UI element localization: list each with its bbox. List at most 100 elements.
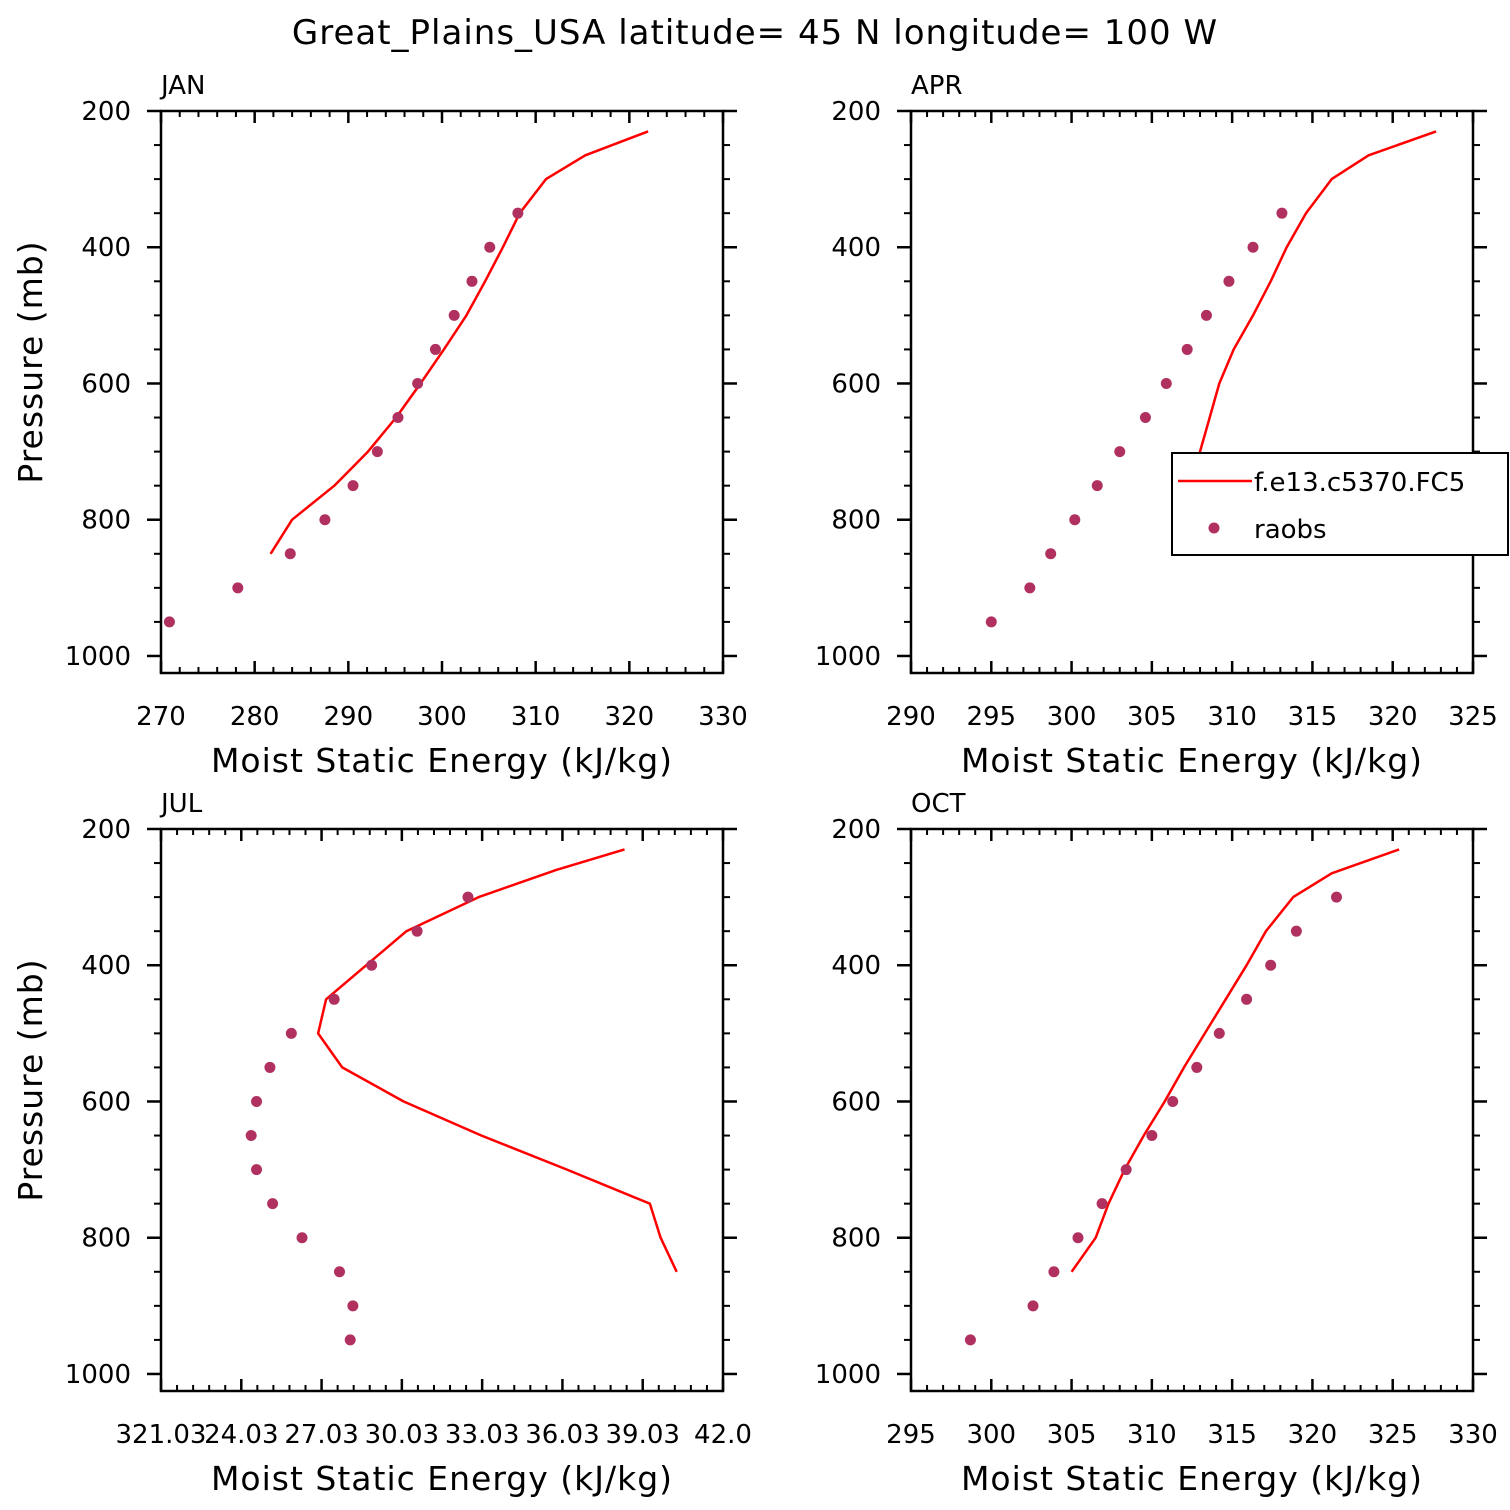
raobs-point	[1114, 446, 1126, 458]
y-axis-title: Pressure (mb)	[11, 240, 50, 483]
y-tick-label: 600	[81, 1087, 131, 1117]
raobs-point	[1091, 480, 1103, 492]
raobs-point	[466, 275, 478, 287]
y-tick-label: 1000	[815, 1360, 881, 1390]
x-tick-label: 320	[1368, 702, 1418, 732]
x-tick-label: 330	[698, 702, 748, 732]
raobs-point	[1241, 993, 1253, 1005]
raobs-point	[344, 1334, 356, 1346]
panel-apr: APR 290 295 300 305 310 315 320 325 200 400 600 800 1…	[815, 71, 1498, 780]
x-axis-title: Moist Static Energy (kJ/kg)	[961, 1459, 1423, 1498]
legend-label: f.e13.c5370.FC5	[1254, 468, 1465, 498]
x-tick-label: 270	[136, 702, 186, 732]
x-tick-label: 290	[324, 702, 374, 732]
legend: f.e13.c5370.FC5 raobs	[1171, 452, 1509, 556]
raobs-point	[1096, 1198, 1108, 1210]
y-tick-label: 400	[831, 951, 881, 981]
raobs-point	[1167, 1095, 1179, 1107]
raobs-point	[412, 377, 424, 389]
panel-jan: JAN 270 280 290 300 310 320 330 200 400 600 800 1000…	[11, 71, 748, 780]
raobs-point	[1048, 1266, 1060, 1278]
x-tick-label: 310	[1127, 1420, 1177, 1450]
model-line	[269, 130, 649, 555]
raobs-point	[1069, 514, 1081, 526]
x-tick-label: 325	[1448, 702, 1498, 732]
raobs-point	[319, 514, 331, 526]
raobs-point	[1247, 241, 1259, 253]
raobs-point	[1290, 925, 1302, 937]
x-tick-label: 33.03	[445, 1420, 519, 1450]
raobs-point	[347, 1300, 359, 1312]
x-tick-label: 330	[1448, 1420, 1498, 1450]
plot-frame	[159, 827, 725, 1393]
panel-label: JAN	[159, 71, 205, 101]
plot-frame	[159, 109, 725, 675]
x-tick-label: 295	[886, 1420, 936, 1450]
panel-label: OCT	[911, 789, 966, 819]
y-tick-label: 400	[831, 233, 881, 263]
y-axis-title: Pressure (mb)	[11, 958, 50, 1201]
plot-frame	[909, 109, 1475, 675]
raobs-point	[251, 1164, 263, 1176]
x-tick-label: 39.03	[605, 1420, 679, 1450]
raobs-point	[1146, 1130, 1158, 1142]
raobs-point	[462, 891, 474, 903]
raobs-point	[392, 412, 404, 424]
raobs-point	[512, 207, 524, 219]
panel-oct: OCT 295 300 305 310 315 320 325 330 200 400 600 800 1…	[815, 789, 1498, 1498]
y-tick-label: 200	[831, 97, 881, 127]
raobs-point	[328, 993, 340, 1005]
x-tick-label: 325	[1368, 1420, 1418, 1450]
model-line	[1070, 848, 1400, 1273]
raobs-point	[1331, 891, 1343, 903]
y-tick-label: 200	[831, 815, 881, 845]
raobs-point	[334, 1266, 346, 1278]
raobs-point	[347, 480, 359, 492]
raobs-point	[1181, 343, 1193, 355]
x-tick-label: 24.03	[204, 1420, 278, 1450]
x-tick-label: 300	[417, 702, 467, 732]
x-tick-label: 310	[1207, 702, 1257, 732]
x-tick-label: 305	[1127, 702, 1177, 732]
y-tick-label: 800	[831, 1224, 881, 1254]
x-tick-label: 300	[1047, 702, 1097, 732]
raobs-point	[267, 1198, 279, 1210]
panel-label: JUL	[159, 789, 203, 819]
raobs-point	[296, 1232, 308, 1244]
y-tick-label: 1000	[65, 642, 131, 672]
x-axis-title: Moist Static Energy (kJ/kg)	[961, 741, 1423, 780]
x-tick-label: 315	[1288, 702, 1338, 732]
raobs-point	[448, 309, 460, 321]
y-tick-label: 800	[831, 506, 881, 536]
raobs-point	[1213, 1027, 1225, 1039]
raobs-point	[964, 1334, 976, 1346]
x-tick-label: 36.03	[525, 1420, 599, 1450]
panels: JAN 270 280 290 300 310 320 330 200 400 600 800 1000…	[11, 71, 1498, 1498]
raobs-point	[1191, 1061, 1203, 1073]
x-tick-label: 300	[966, 1420, 1016, 1450]
raobs-point	[1045, 548, 1057, 560]
y-tick-label: 800	[81, 506, 131, 536]
legend-marker-swatch	[1208, 522, 1220, 534]
x-axis-title: Moist Static Energy (kJ/kg)	[211, 1459, 673, 1498]
y-tick-label: 1000	[65, 1360, 131, 1390]
x-tick-label: 42.0	[694, 1420, 752, 1450]
y-tick-label: 400	[81, 233, 131, 263]
raobs-point	[1265, 959, 1277, 971]
x-tick-label: 320	[1288, 1420, 1338, 1450]
raobs-point	[1160, 377, 1172, 389]
raobs-point	[251, 1095, 263, 1107]
raobs-point	[411, 925, 423, 937]
x-tick-label: 305	[1047, 1420, 1097, 1450]
panel-label: APR	[911, 71, 963, 101]
y-tick-label: 600	[831, 1087, 881, 1117]
raobs-point	[264, 1061, 276, 1073]
raobs-point	[284, 548, 296, 560]
raobs-point	[484, 241, 496, 253]
raobs-point	[1072, 1232, 1084, 1244]
x-tick-label: 321.03	[116, 1420, 207, 1450]
raobs-point	[232, 582, 244, 594]
x-tick-label: 27.03	[284, 1420, 358, 1450]
figure-title: Great_Plains_USA latitude= 45 N longitud…	[292, 13, 1218, 53]
